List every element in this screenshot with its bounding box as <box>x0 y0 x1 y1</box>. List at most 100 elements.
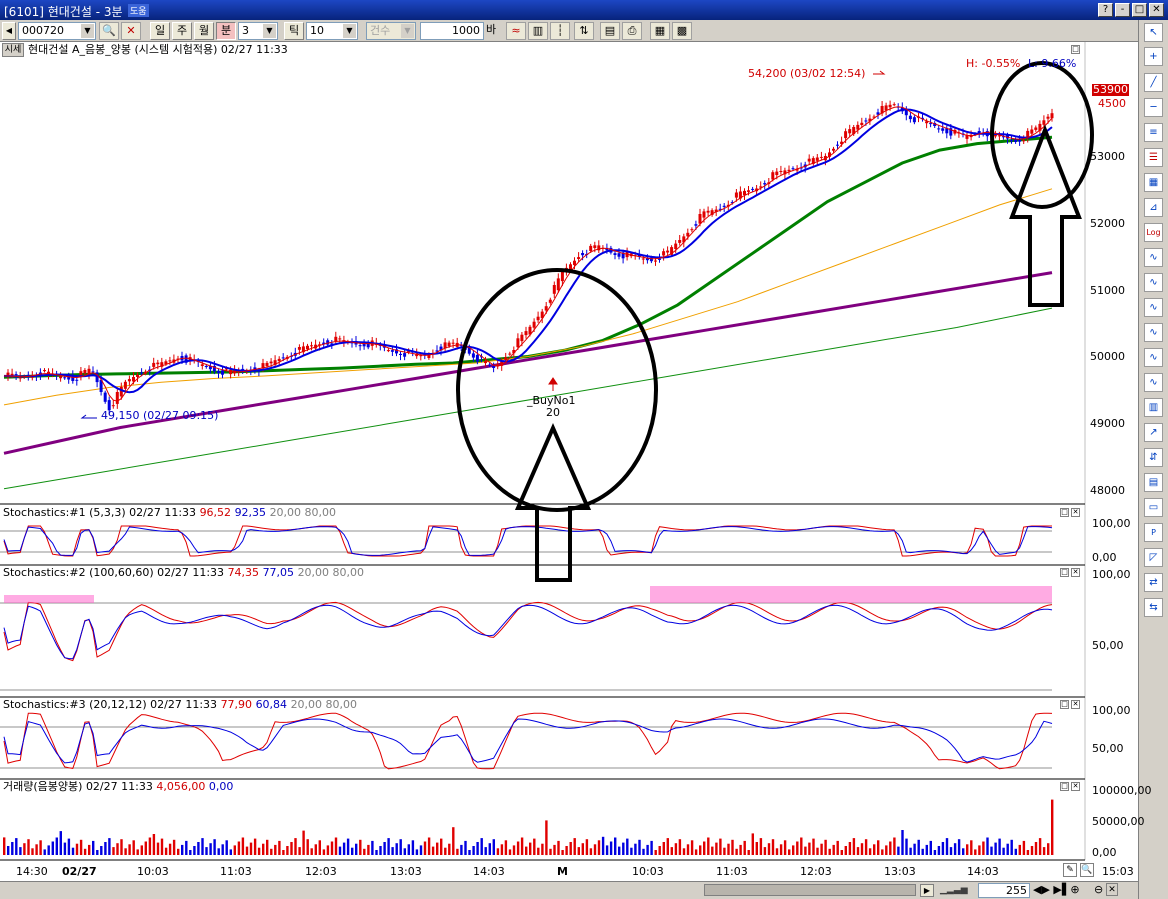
edit-icon[interactable]: ✎ <box>1063 863 1077 877</box>
sidebar-log-icon[interactable]: Log <box>1144 223 1163 242</box>
candle-body <box>702 211 706 218</box>
sidebar-table-icon[interactable]: ▤ <box>1144 473 1163 492</box>
chart-bar-icon[interactable]: ▥ <box>528 22 548 40</box>
panel-close-icon[interactable]: ✕ <box>1071 782 1080 791</box>
period-minute-button[interactable]: 분 <box>216 22 236 40</box>
mode-button[interactable]: 시세 <box>2 43 24 57</box>
volume-bar <box>852 838 856 855</box>
tick-combo[interactable]: 10 ▼ <box>306 22 358 40</box>
sidebar-cross-icon[interactable]: + <box>1144 47 1163 66</box>
volume-bar <box>221 844 224 855</box>
bar-count-input[interactable]: 255 <box>978 883 1030 898</box>
sidebar-gann-icon[interactable]: ⊿ <box>1144 198 1163 217</box>
sort-icon[interactable]: ⇅ <box>574 22 594 40</box>
maximize-button[interactable]: □ <box>1132 3 1147 17</box>
nav-arrows-icon[interactable]: ◀▶ ▶▌⊕ <box>1033 883 1080 896</box>
chevron-down-icon[interactable]: ▼ <box>401 24 414 38</box>
sidebar-wave3-icon[interactable]: ∿ <box>1144 298 1163 317</box>
max-marker <box>873 70 886 75</box>
candle-body <box>95 372 99 383</box>
x-tick: 15:03 <box>1102 865 1134 878</box>
zoom-out-icon[interactable]: ⊖ <box>1094 883 1104 896</box>
scroll-track[interactable] <box>2 884 702 896</box>
help-button[interactable]: ? <box>1098 3 1113 17</box>
panel-max-icon[interactable]: □ <box>1060 508 1069 517</box>
volume-bar <box>735 848 738 855</box>
sidebar-wave4-icon[interactable]: ∿ <box>1144 323 1163 342</box>
interval-combo[interactable]: 3 ▼ <box>238 22 278 40</box>
save-icon[interactable]: ▤ <box>600 22 620 40</box>
stoch3-levels: 20,00 80,00 <box>290 698 358 711</box>
candle-body <box>435 350 439 352</box>
stock-code-combo[interactable]: 000720 ▼ <box>18 22 96 40</box>
panel-close-icon[interactable]: ✕ <box>1071 700 1080 709</box>
period-day-button[interactable]: 일 <box>150 22 170 40</box>
sidebar-wave2-icon[interactable]: ∿ <box>1144 273 1163 292</box>
scroll-thumb[interactable] <box>704 884 916 896</box>
volume-bar <box>431 846 435 855</box>
zoom-slider-icon[interactable]: ▁▂▃▅ <box>940 885 968 895</box>
volume-bar <box>112 847 115 855</box>
close-button[interactable]: ✕ <box>1149 3 1164 17</box>
candle-body <box>872 116 876 118</box>
candle-body <box>152 362 156 367</box>
sidebar-wave5-icon[interactable]: ∿ <box>1144 348 1163 367</box>
count-input[interactable]: 1000 <box>420 22 484 40</box>
sidebar-updown-icon[interactable]: ⇵ <box>1144 448 1163 467</box>
sidebar-arrow-icon[interactable]: ↖ <box>1144 23 1163 42</box>
volume-bar <box>529 842 532 855</box>
sidebar-line-icon[interactable]: ╱ <box>1144 73 1163 92</box>
period-week-button[interactable]: 주 <box>172 22 192 40</box>
grid-icon[interactable]: ▩ <box>672 22 692 40</box>
sidebar-p-icon[interactable]: P <box>1144 523 1163 542</box>
volume-bar <box>270 848 273 855</box>
volume-bar <box>326 845 330 855</box>
sidebar-wave6-icon[interactable]: ∿ <box>1144 373 1163 392</box>
minimize-button[interactable]: - <box>1115 3 1130 17</box>
sidebar-wave-icon[interactable]: ∿ <box>1144 248 1163 267</box>
chevron-down-icon[interactable]: ▼ <box>343 24 356 38</box>
sidebar-extra-icon[interactable]: ⇆ <box>1144 598 1163 617</box>
sidebar-compare-icon[interactable]: ⇄ <box>1144 573 1163 592</box>
panel-max-icon[interactable]: □ <box>1060 782 1069 791</box>
volume-bar <box>59 831 62 855</box>
sidebar-fibo-icon[interactable]: ☰ <box>1144 148 1163 167</box>
scroll-right-icon[interactable]: ▶ <box>920 884 934 897</box>
candle-body <box>362 343 366 347</box>
tick-button[interactable]: 틱 <box>284 22 304 40</box>
panel-close-icon[interactable]: ✕ <box>1071 508 1080 517</box>
sidebar-grid-icon[interactable]: ▦ <box>1144 173 1163 192</box>
sidebar-channel-icon[interactable]: ≡ <box>1144 123 1163 142</box>
help-tag[interactable]: 도움 <box>128 4 149 17</box>
sidebar-doc-icon[interactable]: ▭ <box>1144 498 1163 517</box>
sidebar-diag-icon[interactable]: ◸ <box>1144 548 1163 567</box>
volume-bar <box>824 839 827 855</box>
volume-bar <box>541 843 544 855</box>
panel-close-icon[interactable]: ✕ <box>1071 568 1080 577</box>
print-icon[interactable]: ⎙ <box>622 22 642 40</box>
chevron-down-icon[interactable]: ▼ <box>81 24 94 38</box>
sidebar-trend-icon[interactable]: ↗ <box>1144 423 1163 442</box>
sidebar-bars-icon[interactable]: ▥ <box>1144 398 1163 417</box>
volume-y-50000: 50000,00 <box>1092 815 1145 828</box>
reset-icon[interactable]: ✕ <box>1106 883 1118 896</box>
magnifier-icon[interactable]: 🔍 <box>1080 863 1094 877</box>
chevron-down-icon[interactable]: ▼ <box>263 24 276 38</box>
search-clear-icon[interactable]: ✕ <box>121 22 141 40</box>
table-icon[interactable]: ▦ <box>650 22 670 40</box>
scroll-left-icon[interactable]: ◀ <box>2 22 16 40</box>
candle-body <box>43 370 46 372</box>
panel-max-icon[interactable]: □ <box>1060 568 1069 577</box>
search-icon[interactable]: 🔍 <box>99 22 119 40</box>
volume-bar <box>156 842 160 855</box>
sidebar-hline-icon[interactable]: ─ <box>1144 98 1163 117</box>
chart-line-icon[interactable]: ≈ <box>506 22 526 40</box>
period-month-button[interactable]: 월 <box>194 22 214 40</box>
count-combo[interactable]: 건수 ▼ <box>366 22 416 40</box>
volume-bar <box>197 842 200 855</box>
panel-max-icon[interactable]: □ <box>1060 700 1069 709</box>
candle-body <box>168 360 172 362</box>
chart-canvas[interactable] <box>0 42 1138 882</box>
chart-candle-icon[interactable]: ┆ <box>550 22 570 40</box>
panel-maximize-icon[interactable]: □ <box>1071 45 1080 54</box>
